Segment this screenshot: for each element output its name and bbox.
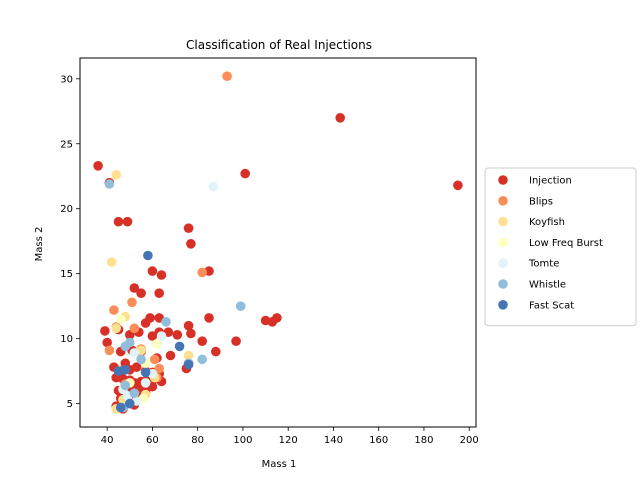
point-injection <box>136 288 146 299</box>
y-tick-label: 30 <box>60 74 73 85</box>
point-injection <box>100 326 110 336</box>
x-tick-label: 40 <box>101 435 114 446</box>
legend-label: Low Freq Burst <box>529 238 603 249</box>
legend-marker <box>498 175 508 185</box>
point-fast-scat <box>113 366 124 376</box>
point-injection <box>172 330 183 340</box>
point-injection <box>183 320 194 331</box>
point-injection <box>211 346 221 357</box>
legend-marker <box>498 237 508 248</box>
x-tick-label: 60 <box>146 435 159 446</box>
point-whistle <box>235 301 246 312</box>
point-tomte <box>208 181 219 192</box>
point-injection <box>197 336 207 347</box>
legend-marker <box>498 300 508 310</box>
point-whistle <box>136 354 146 365</box>
point-koyfish <box>106 257 117 267</box>
point-fast-scat <box>125 398 135 409</box>
point-whistle <box>104 179 115 189</box>
legend-marker <box>498 279 508 289</box>
x-tick-label: 160 <box>369 435 388 446</box>
y-tick-label: 20 <box>60 204 73 215</box>
point-koyfish <box>111 170 121 180</box>
chart-title: Classification of Real Injections <box>186 38 372 52</box>
point-injection <box>186 239 196 249</box>
point-tomte <box>156 331 167 341</box>
point-koyfish <box>111 323 121 334</box>
point-fast-scat <box>115 402 126 413</box>
point-injection <box>154 288 164 299</box>
point-injection <box>335 113 346 123</box>
ticks-layer: 40 60 80 100 120 140 160 180 200 5 10 15 20 25 30 <box>60 74 478 446</box>
point-whistle <box>197 354 207 365</box>
legend-label: Injection <box>529 176 572 187</box>
points-layer <box>93 71 463 414</box>
point-blips <box>109 305 119 315</box>
point-low-freq-burst <box>152 339 162 349</box>
y-tick-label: 5 <box>67 399 73 410</box>
point-fast-scat <box>143 250 153 261</box>
point-tomte <box>129 348 140 358</box>
point-injection <box>186 328 196 339</box>
y-tick-label: 15 <box>60 269 73 280</box>
point-injection <box>122 216 133 227</box>
point-injection <box>140 318 151 328</box>
legend-label: Tomte <box>528 259 559 270</box>
legend-label: Fast Scat <box>529 300 574 311</box>
point-blips <box>154 363 164 374</box>
x-tick-label: 200 <box>460 435 479 446</box>
legend-frame <box>484 167 637 327</box>
point-injection <box>147 266 158 276</box>
point-whistle <box>161 317 171 327</box>
point-whistle <box>120 380 131 391</box>
point-fast-scat <box>183 359 194 370</box>
point-blips <box>149 354 160 365</box>
legend-label: Whistle <box>529 280 566 291</box>
x-tick-label: 80 <box>191 435 204 446</box>
point-injection <box>240 168 250 179</box>
x-axis-title: Mass 1 <box>262 459 297 470</box>
point-fast-scat <box>140 367 151 378</box>
y-tick-label: 10 <box>60 334 73 345</box>
legend-marker <box>498 258 508 269</box>
x-tick-label: 180 <box>414 435 433 446</box>
point-injection <box>93 161 103 171</box>
legend-label: Blips <box>529 196 553 207</box>
point-blips <box>104 345 115 356</box>
point-koyfish <box>183 350 194 361</box>
point-injection <box>156 270 167 280</box>
legend-marker <box>498 216 508 227</box>
y-tick-label: 25 <box>60 139 73 150</box>
legend-label: Koyfish <box>529 217 565 228</box>
point-injection <box>131 362 142 373</box>
point-injection <box>183 223 194 233</box>
point-low-freq-burst <box>115 314 126 325</box>
x-tick-label: 100 <box>233 435 252 446</box>
point-blips <box>222 71 232 81</box>
legend-marker <box>498 196 508 206</box>
point-injection <box>204 313 214 323</box>
legend: Injection Blips Koyfish Low Freq Burst Tomte… <box>484 167 637 327</box>
y-axis-title: Mass 2 <box>34 227 45 262</box>
point-whistle <box>120 341 131 352</box>
point-injection <box>102 337 112 348</box>
point-injection <box>165 350 176 361</box>
point-whistle <box>129 388 140 399</box>
point-tomte <box>140 378 151 388</box>
point-injection <box>231 336 241 347</box>
point-injection <box>113 216 124 227</box>
plot-frame <box>79 57 477 428</box>
x-tick-label: 120 <box>279 435 298 446</box>
point-fast-scat <box>174 341 185 352</box>
point-blips <box>129 323 140 334</box>
point-blips <box>127 297 137 308</box>
point-injection <box>129 283 140 293</box>
x-tick-label: 140 <box>324 435 343 446</box>
point-blips <box>197 267 207 278</box>
point-injection <box>453 180 463 191</box>
point-injection <box>272 313 282 323</box>
